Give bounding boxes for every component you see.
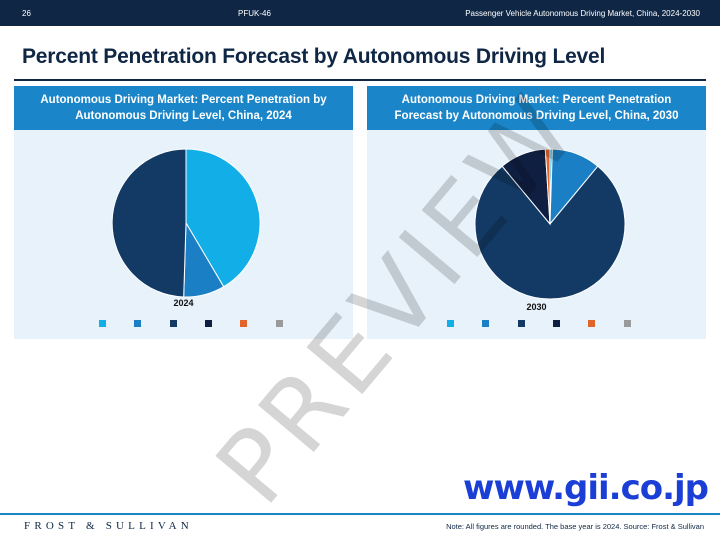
- legend-swatch-2030-4: [552, 320, 560, 327]
- legend-swatch-2024-6: [275, 320, 283, 327]
- pie-slice-2024-3: [111, 148, 187, 298]
- legend-swatch-2024-2: [134, 320, 142, 327]
- report-code: PFUK-46: [238, 9, 271, 18]
- report-title: Passenger Vehicle Autonomous Driving Mar…: [465, 9, 700, 18]
- page-title: Percent Penetration Forecast by Autonomo…: [22, 45, 606, 68]
- legend-swatch-2024-3: [169, 320, 177, 327]
- pie-chart-2030: [474, 148, 626, 300]
- footnote: Note: All figures are rounded. The base …: [446, 522, 704, 531]
- legend-swatch-2030-3: [517, 320, 525, 327]
- pie-slice-2030-3: [474, 165, 626, 300]
- chart-header-2030: Autonomous Driving Market: Percent Penet…: [367, 86, 706, 130]
- legend-swatch-2030-2: [482, 320, 490, 327]
- chart-panel-2024: Autonomous Driving Market: Percent Penet…: [14, 86, 353, 339]
- gii-logo: www.gii.co.jp: [463, 468, 709, 508]
- pie-slice-2024-1: [185, 148, 261, 288]
- top-bar: 26 PFUK-46 Passenger Vehicle Autonomous …: [0, 0, 720, 26]
- legend-2024: [14, 320, 353, 328]
- page-number: 26: [22, 9, 31, 18]
- pie-year-label-2030: 2030: [526, 302, 547, 312]
- legend-2030: [367, 320, 706, 328]
- pie-chart-2024: [111, 148, 261, 298]
- chart-panel-2030: Autonomous Driving Market: Percent Penet…: [367, 86, 706, 339]
- pie-year-label-2024: 2024: [173, 298, 194, 308]
- pie-slice-2030-5: [544, 148, 551, 225]
- legend-swatch-2030-6: [623, 320, 631, 327]
- legend-swatch-2024-1: [99, 320, 106, 327]
- legend-swatch-2030-5: [588, 320, 596, 327]
- legend-swatch-2024-5: [240, 320, 248, 327]
- brand-logo: FROST & SULLIVAN: [24, 520, 193, 532]
- chart-header-2024: Autonomous Driving Market: Percent Penet…: [14, 86, 353, 130]
- legend-swatch-2024-4: [204, 320, 212, 327]
- chart-title-2030: Autonomous Driving Market: Percent Penet…: [394, 94, 679, 122]
- chart-title-2024: Autonomous Driving Market: Percent Penet…: [40, 94, 327, 122]
- legend-swatch-2030-1: [447, 320, 454, 327]
- title-divider: [14, 79, 706, 81]
- footer-divider: [0, 513, 720, 515]
